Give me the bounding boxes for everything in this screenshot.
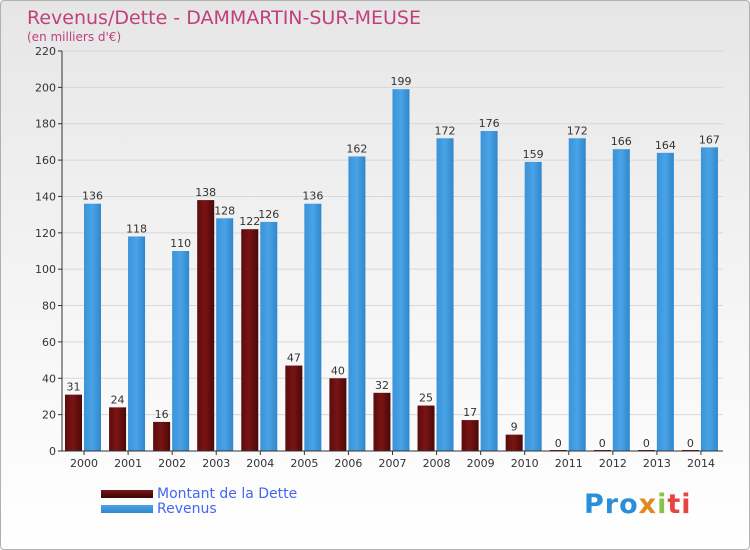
revenue-bar xyxy=(128,236,146,451)
revenue-bar xyxy=(216,218,234,451)
legend-swatch-debt xyxy=(101,490,153,498)
x-tick-label: 2003 xyxy=(202,457,230,470)
debt-value-label: 0 xyxy=(555,437,562,450)
y-tick-label: 20 xyxy=(42,409,56,422)
y-tick-label: 120 xyxy=(35,227,56,240)
x-tick-label: 2014 xyxy=(687,457,715,470)
y-tick-label: 160 xyxy=(35,154,56,167)
revenue-value-label: 162 xyxy=(346,142,367,155)
x-tick-label: 2009 xyxy=(467,457,495,470)
revenue-bar xyxy=(172,251,190,451)
revenue-value-label: 118 xyxy=(126,222,147,235)
revenue-bar xyxy=(480,131,498,451)
revenue-value-label: 176 xyxy=(479,117,500,130)
revenue-value-label: 164 xyxy=(655,139,676,152)
legend-label-debt: Montant de la Dette xyxy=(157,486,298,502)
x-tick-label: 2010 xyxy=(511,457,539,470)
revenue-bar xyxy=(436,138,454,452)
revenue-value-label: 136 xyxy=(302,190,323,203)
y-tick-label: 200 xyxy=(35,81,56,94)
y-tick-label: 140 xyxy=(35,190,56,203)
y-tick-label: 60 xyxy=(42,336,56,349)
revenue-bar xyxy=(260,221,278,451)
y-tick-label: 80 xyxy=(42,300,56,313)
debt-value-label: 32 xyxy=(375,379,389,392)
revenue-bar xyxy=(304,203,322,451)
debt-value-label: 16 xyxy=(155,408,169,421)
revenue-value-label: 128 xyxy=(214,204,235,217)
legend-label-revenue: Revenus xyxy=(157,501,217,517)
revenue-bar xyxy=(612,149,630,451)
debt-value-label: 122 xyxy=(239,215,260,228)
x-tick-label: 2007 xyxy=(379,457,407,470)
debt-value-label: 138 xyxy=(195,186,216,199)
x-tick-label: 2005 xyxy=(290,457,318,470)
debt-bar xyxy=(153,421,171,451)
debt-value-label: 9 xyxy=(511,421,518,434)
revenue-value-label: 172 xyxy=(567,124,588,137)
debt-bar xyxy=(241,229,259,451)
y-tick-label: 180 xyxy=(35,118,56,131)
revenue-value-label: 159 xyxy=(523,148,544,161)
revenue-value-label: 167 xyxy=(699,133,720,146)
x-tick-label: 2002 xyxy=(158,457,186,470)
revenue-bar xyxy=(524,161,542,451)
revenue-value-label: 199 xyxy=(390,75,411,88)
revenue-value-label: 166 xyxy=(611,135,632,148)
debt-value-label: 0 xyxy=(687,437,694,450)
debt-bar xyxy=(329,378,347,451)
revenue-value-label: 110 xyxy=(170,237,191,250)
debt-value-label: 0 xyxy=(599,437,606,450)
debt-value-label: 17 xyxy=(463,406,477,419)
debt-bar xyxy=(417,405,435,451)
revenue-bar xyxy=(700,147,718,451)
debt-bar xyxy=(285,365,303,451)
debt-bar xyxy=(505,434,523,451)
y-tick-label: 100 xyxy=(35,263,56,276)
debt-value-label: 31 xyxy=(67,381,81,394)
proxiti-logo: Proxiti xyxy=(584,489,692,520)
debt-value-label: 24 xyxy=(111,393,125,406)
revenue-bar xyxy=(656,152,674,451)
y-tick-label: 0 xyxy=(49,445,56,458)
revenue-value-label: 172 xyxy=(435,124,456,137)
x-tick-label: 2012 xyxy=(599,457,627,470)
revenue-bar xyxy=(392,89,410,451)
y-tick-label: 40 xyxy=(42,372,56,385)
debt-bar xyxy=(373,392,391,451)
chart-title: Revenus/Dette - DAMMARTIN-SUR-MEUSE xyxy=(27,7,421,29)
revenue-bar xyxy=(348,156,366,452)
x-tick-label: 2008 xyxy=(423,457,451,470)
debt-value-label: 47 xyxy=(287,352,301,365)
revenue-value-label: 136 xyxy=(82,190,103,203)
debt-bar xyxy=(65,394,82,451)
debt-bar xyxy=(109,407,127,451)
legend-swatch-revenue xyxy=(101,505,153,513)
x-tick-label: 2004 xyxy=(246,457,274,470)
x-tick-label: 2001 xyxy=(114,457,142,470)
revenue-value-label: 126 xyxy=(258,208,279,221)
revenue-bar xyxy=(84,203,101,451)
x-tick-label: 2000 xyxy=(70,457,98,470)
x-tick-label: 2006 xyxy=(334,457,362,470)
debt-bar xyxy=(197,200,215,451)
revenue-bar xyxy=(568,138,586,452)
debt-bar xyxy=(461,420,479,451)
x-tick-label: 2013 xyxy=(643,457,671,470)
chart-subtitle: (en milliers d'€) xyxy=(27,30,122,44)
debt-value-label: 0 xyxy=(643,437,650,450)
y-tick-label: 220 xyxy=(35,45,56,58)
x-tick-label: 2011 xyxy=(555,457,583,470)
debt-value-label: 40 xyxy=(331,364,345,377)
debt-value-label: 25 xyxy=(419,392,433,405)
